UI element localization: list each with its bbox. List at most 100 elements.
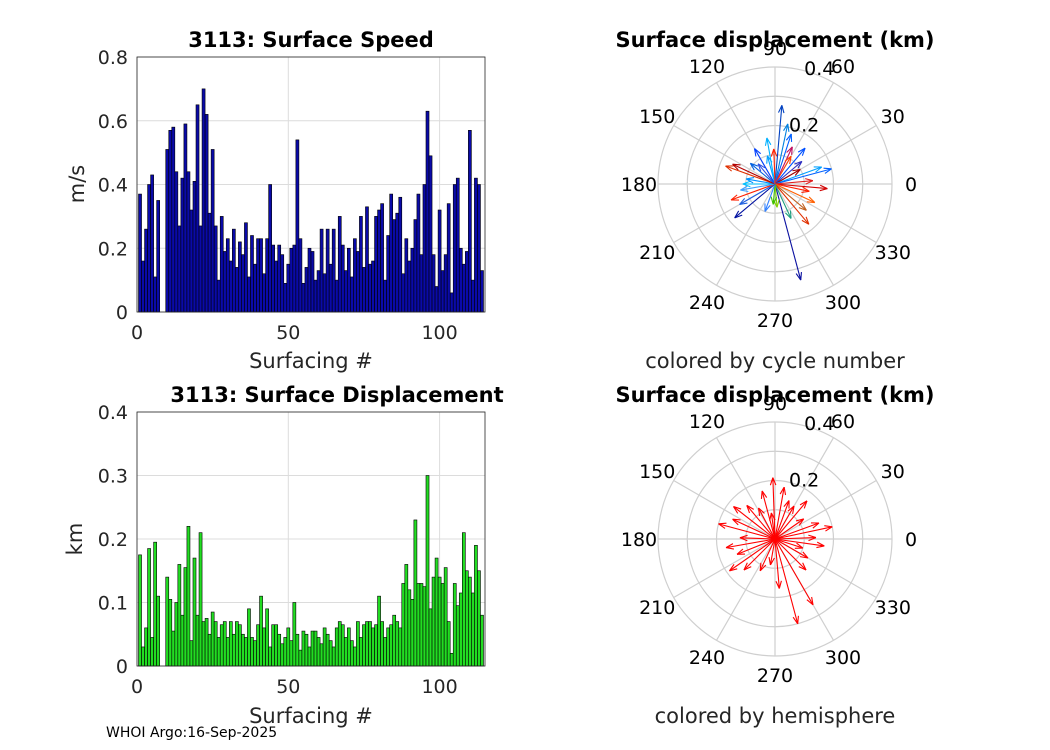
displacement-arrow bbox=[774, 538, 825, 549]
bar bbox=[356, 621, 360, 667]
bar bbox=[468, 130, 472, 313]
bar bbox=[241, 633, 245, 667]
bar bbox=[325, 228, 330, 313]
bar bbox=[228, 621, 233, 667]
bar bbox=[207, 633, 212, 667]
y-tick-label: 0.1 bbox=[98, 593, 128, 615]
bar bbox=[265, 608, 269, 667]
bar bbox=[371, 627, 375, 667]
bar bbox=[389, 193, 394, 313]
bar bbox=[331, 646, 336, 667]
chart-title: 3113: Surface Displacement bbox=[170, 383, 503, 407]
bar bbox=[446, 203, 451, 313]
bar bbox=[416, 193, 421, 313]
bar bbox=[219, 624, 224, 667]
angle-label: 330 bbox=[875, 242, 911, 264]
bar bbox=[356, 251, 360, 313]
bar bbox=[416, 583, 421, 667]
displacement-arrow bbox=[730, 183, 776, 201]
bar bbox=[458, 592, 463, 667]
displacement-arrow bbox=[774, 538, 804, 549]
bar bbox=[398, 196, 403, 313]
bar bbox=[353, 238, 357, 313]
bar bbox=[183, 123, 188, 313]
bar bbox=[465, 251, 469, 313]
arrows bbox=[718, 477, 833, 625]
displacement-arrow bbox=[725, 538, 776, 550]
bar bbox=[174, 602, 179, 667]
bar bbox=[386, 235, 390, 313]
bar bbox=[337, 621, 342, 667]
bar bbox=[280, 643, 285, 667]
bar bbox=[443, 254, 448, 313]
displacement-arrow bbox=[774, 525, 833, 540]
bar bbox=[219, 216, 224, 313]
bar bbox=[141, 260, 145, 313]
displacement-arrow bbox=[740, 183, 776, 193]
bar bbox=[171, 630, 176, 667]
displacement-arrow bbox=[732, 163, 776, 185]
bar bbox=[437, 209, 442, 313]
angle-label: 90 bbox=[763, 38, 787, 60]
bar bbox=[222, 621, 227, 667]
angle-label: 120 bbox=[689, 56, 725, 78]
chart-title: Surface displacement (km) bbox=[615, 383, 934, 407]
bar bbox=[455, 605, 460, 667]
bar bbox=[235, 267, 239, 313]
x-tick-label: 0 bbox=[131, 322, 143, 344]
displacement-arrow bbox=[743, 538, 776, 571]
displacement-arrow bbox=[774, 105, 785, 185]
bar bbox=[250, 235, 254, 313]
angle-label: 180 bbox=[621, 174, 657, 196]
bar bbox=[244, 222, 248, 313]
bar bbox=[192, 557, 197, 667]
bar bbox=[350, 640, 354, 667]
bar bbox=[431, 254, 436, 313]
bar bbox=[268, 184, 272, 313]
bar bbox=[440, 583, 445, 667]
bar bbox=[225, 238, 230, 313]
displacement-arrow bbox=[774, 133, 793, 185]
displacement-arrow bbox=[774, 167, 832, 185]
bar bbox=[422, 184, 427, 313]
y-tick-label: 0.6 bbox=[98, 111, 128, 133]
bar bbox=[286, 263, 291, 313]
bar bbox=[301, 283, 306, 313]
bar bbox=[362, 267, 366, 313]
chart-title: Surface displacement (km) bbox=[615, 28, 934, 52]
bar bbox=[325, 633, 330, 667]
bar bbox=[310, 251, 315, 313]
angle-label: 60 bbox=[831, 56, 855, 78]
angle-label: 330 bbox=[875, 597, 911, 619]
displacement-arrow bbox=[774, 183, 792, 219]
displacement-arrow bbox=[774, 183, 810, 193]
displacement-arrow bbox=[760, 490, 776, 540]
bar bbox=[171, 126, 176, 313]
bar bbox=[210, 149, 215, 313]
bar bbox=[422, 586, 427, 667]
bar bbox=[465, 570, 469, 667]
bar bbox=[319, 643, 324, 667]
bar bbox=[201, 88, 206, 313]
bar bbox=[401, 273, 406, 313]
bar bbox=[437, 576, 442, 667]
bar bbox=[213, 225, 218, 313]
y-tick-label: 0.8 bbox=[98, 47, 128, 69]
polar-displacement-cycle: 0 30 60 90 120 150 180 210 240 270 300 330 0.2 0.4 Su… bbox=[615, 28, 934, 373]
bar bbox=[256, 238, 260, 313]
polar-grid bbox=[657, 421, 893, 657]
bar bbox=[280, 254, 285, 313]
bar bbox=[247, 276, 251, 313]
bar bbox=[295, 139, 300, 313]
bar bbox=[449, 652, 454, 667]
bar bbox=[474, 545, 478, 667]
angle-label: 270 bbox=[757, 665, 793, 687]
bar bbox=[225, 637, 230, 667]
bar bbox=[168, 130, 173, 313]
polar-labels: 0 30 60 90 120 150 180 210 240 270 300 330 0.2 0.4 bbox=[621, 393, 917, 687]
bar bbox=[431, 576, 436, 667]
bar bbox=[322, 627, 327, 667]
displacement-arrow bbox=[774, 538, 799, 625]
bar bbox=[407, 589, 412, 667]
bar bbox=[383, 279, 387, 313]
